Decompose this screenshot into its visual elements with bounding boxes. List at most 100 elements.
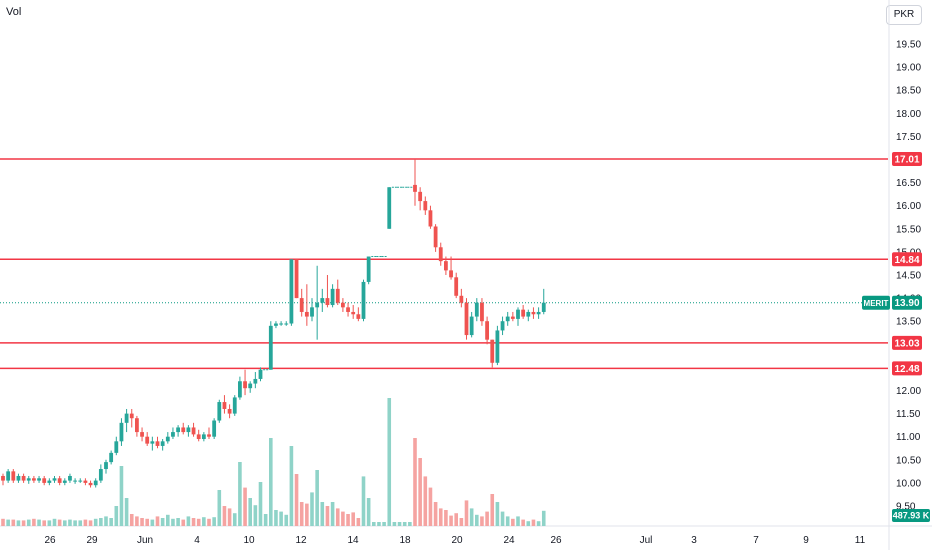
candle-body [160, 441, 165, 446]
x-tick-label: 18 [399, 535, 411, 546]
candle-body [526, 311, 531, 317]
price-level-tag [892, 361, 922, 376]
volume-bar [253, 505, 258, 526]
volume-bar [387, 398, 392, 526]
x-tick-label: 7 [753, 535, 759, 546]
candle-body [6, 471, 11, 481]
y-tick-label: 12.00 [896, 386, 921, 397]
volume-bar [119, 466, 124, 526]
volume-bar [129, 514, 134, 526]
volume-bar [438, 508, 443, 526]
candle-body [150, 441, 155, 444]
price-level-tag [892, 152, 922, 167]
volume-bar [335, 508, 340, 526]
candle-body [258, 369, 263, 379]
x-tick-label: 29 [86, 535, 98, 546]
volume-bar [78, 520, 83, 526]
volume-bar [356, 518, 361, 526]
volume-bar [418, 458, 422, 526]
candle-body [119, 422, 124, 442]
volume-bar [150, 519, 155, 526]
volume-bar [444, 510, 448, 526]
candle-body [310, 307, 314, 317]
symbol-tag [862, 295, 890, 310]
volume-bar [372, 522, 376, 526]
candle-body [217, 402, 222, 421]
x-tick-label: 9 [803, 535, 809, 546]
x-tick-label: 26 [550, 535, 562, 546]
candle-body [165, 436, 170, 442]
volume-bar [423, 476, 428, 526]
volume-bar [449, 515, 453, 526]
candle-body [16, 475, 21, 481]
candle-body [320, 298, 325, 303]
candle-body [413, 184, 417, 192]
volume-bar [32, 518, 36, 526]
candle-body [207, 434, 211, 437]
volume-bar [516, 516, 520, 526]
volume-bar [531, 519, 536, 526]
volume-bar [47, 520, 52, 526]
volume-bar [207, 518, 211, 526]
candle-body [335, 288, 340, 303]
candle-body [73, 480, 77, 482]
candle-body [418, 191, 423, 202]
volume-bar [6, 519, 10, 526]
candle-body [186, 427, 191, 433]
candle-body [480, 302, 484, 322]
x-tick-label: 3 [691, 535, 697, 546]
candle-body [238, 381, 242, 398]
y-tick-label: 13.50 [896, 317, 921, 328]
candle-body [454, 277, 459, 296]
volume-bar [397, 522, 402, 526]
volume-bar [171, 518, 175, 526]
candle-body [253, 378, 258, 384]
candle-body [474, 302, 479, 317]
last-price-tag [892, 295, 922, 310]
candle-body [222, 402, 227, 409]
volume-bar [320, 502, 325, 526]
volume-bar [191, 518, 196, 526]
candle-body [248, 383, 253, 389]
candle-body [171, 432, 175, 437]
volume-bar [366, 498, 371, 526]
candle-body [356, 314, 361, 319]
volume-bar [511, 518, 515, 526]
volume-bar [155, 516, 160, 526]
volume-bar [505, 516, 510, 526]
candle-body [459, 295, 464, 303]
currency-button[interactable]: PKR [886, 5, 922, 25]
volume-bar [341, 511, 345, 526]
candle-body [52, 478, 57, 481]
y-tick-label: 19.00 [896, 63, 921, 74]
candle-body [155, 441, 160, 446]
volume-bar [88, 520, 93, 526]
volume-bar [114, 506, 119, 526]
volume-bar [21, 520, 26, 526]
x-tick-label: 24 [503, 535, 515, 546]
candle-body [98, 469, 103, 481]
candle-body [449, 270, 453, 278]
volume-indicator-label[interactable]: Vol [6, 6, 22, 18]
candle-body [181, 427, 186, 433]
volume-bar [392, 522, 397, 526]
candle-body [42, 478, 47, 483]
volume-bar [490, 494, 495, 526]
volume-bar [330, 502, 335, 526]
price-level-label: 13.03 [894, 338, 919, 349]
volume-bar [454, 513, 458, 526]
volume-bar [52, 518, 57, 526]
volume-bar [202, 517, 206, 526]
candle-body [289, 259, 294, 324]
volume-bar [73, 520, 77, 526]
candle-body [505, 316, 510, 322]
volume-bar [382, 522, 386, 526]
volume-bar [408, 522, 412, 526]
candle-body [495, 330, 500, 363]
volume-bar [83, 519, 88, 526]
candle-body [490, 339, 495, 363]
candle-body [299, 298, 304, 312]
candle-body [284, 323, 289, 325]
volume-bar [26, 519, 31, 526]
